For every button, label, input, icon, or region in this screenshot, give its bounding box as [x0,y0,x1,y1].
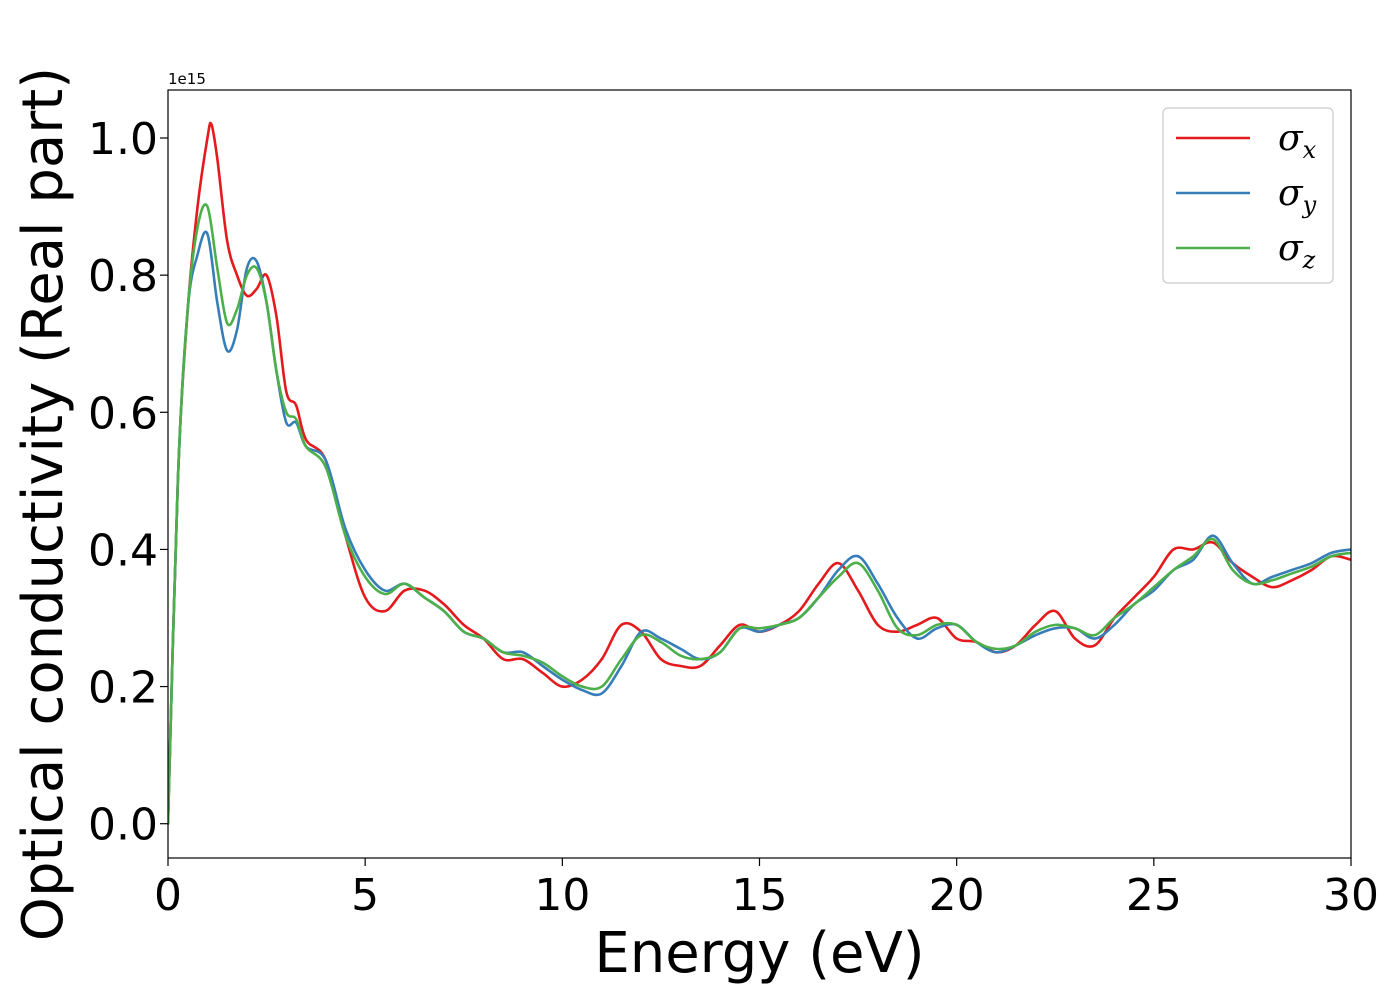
y-axis-label: Optical conductivity (Real part) [11,67,76,941]
legend-label-y: σy [1278,173,1317,219]
x-tick-label: 15 [732,870,788,921]
x-axis-label: Energy (eV) [594,921,924,986]
y-tick-label: 1.0 [88,114,158,165]
legend-box [1162,107,1334,284]
series-line-z [168,203,1351,826]
legend: σx σy σz [1162,107,1334,284]
y-tick-label: 0.0 [88,800,158,851]
legend-label-z: σz [1278,228,1316,274]
x-tick-label: 0 [154,870,182,921]
x-tick-label: 10 [534,870,590,921]
y-tick-label: 0.2 [88,663,158,714]
y-tick-label: 0.4 [88,525,158,576]
legend-label-x: σx [1278,118,1317,164]
plot-series-group [168,121,1351,826]
axis-ticks-group: 0 5 10 15 20 25 30 0.0 0.2 0.4 0.6 0.8 1.0 [88,114,1379,921]
x-tick-label: 25 [1126,870,1182,921]
x-tick-label: 20 [929,870,985,921]
y-tick-label: 0.8 [88,251,158,302]
y-tick-label: 0.6 [88,388,158,439]
x-tick-label: 30 [1323,870,1379,921]
y-offset-text: 1e15 [168,70,206,88]
x-tick-label: 5 [351,870,379,921]
